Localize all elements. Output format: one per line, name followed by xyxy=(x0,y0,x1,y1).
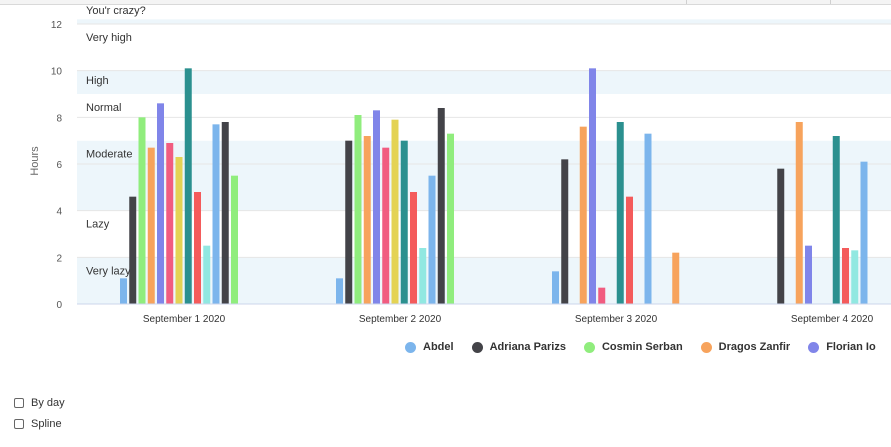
legend-label: Abdel xyxy=(423,341,454,353)
bar xyxy=(212,124,220,304)
bar xyxy=(447,133,454,304)
bar xyxy=(382,147,390,304)
legend-label: Adriana Parizs xyxy=(489,341,566,353)
bar xyxy=(391,119,399,305)
bar xyxy=(777,168,785,304)
legend-marker xyxy=(405,341,416,353)
plot-band-label: Normal xyxy=(86,102,121,114)
legend-item[interactable]: Abdel xyxy=(405,341,454,353)
y-tick-label: 6 xyxy=(56,160,62,171)
bar xyxy=(203,245,211,304)
y-tick-label: 4 xyxy=(56,207,62,218)
y-axis-ticks: 0 2 4 6 8 10 12 xyxy=(51,20,63,311)
bar xyxy=(805,245,812,304)
bar xyxy=(589,68,596,304)
plot-band-label: Very lazy xyxy=(86,265,131,277)
bar xyxy=(579,126,587,305)
bar xyxy=(437,108,445,304)
bar xyxy=(147,147,155,304)
legend-marker xyxy=(700,341,712,353)
bar xyxy=(194,192,201,304)
bar xyxy=(552,271,559,304)
bar xyxy=(832,136,840,304)
bar xyxy=(129,196,137,304)
bar xyxy=(795,122,803,304)
bar xyxy=(221,122,229,304)
bars xyxy=(120,68,868,305)
spline-option[interactable]: Spline xyxy=(14,413,65,434)
bar xyxy=(672,252,680,304)
plot-band xyxy=(77,24,891,71)
spline-label: Spline xyxy=(31,417,62,430)
bar xyxy=(363,136,371,304)
bar xyxy=(598,287,606,304)
bar xyxy=(561,159,569,304)
legend-item[interactable]: Florian Io xyxy=(808,341,876,353)
bar xyxy=(410,192,417,304)
x-tick-label: September 2 2020 xyxy=(359,314,442,325)
legend-item[interactable]: Adriana Parizs xyxy=(471,341,566,353)
bar xyxy=(644,133,652,304)
y-tick-label: 10 xyxy=(51,67,63,78)
bar-chart: Very lazy Lazy Moderate Normal High Very high… xyxy=(29,5,891,325)
plot-band-label: Lazy xyxy=(86,219,110,231)
x-axis-labels: September 1 2020 September 2 2020 Septembe… xyxy=(143,314,874,325)
y-axis-label: Hours xyxy=(29,146,41,176)
plot-band xyxy=(77,19,891,24)
x-tick-label: September 3 2020 xyxy=(575,314,658,325)
legend-marker xyxy=(808,341,820,353)
plot-band-labels: Very lazy Lazy Moderate Normal High Very high… xyxy=(86,5,146,277)
bar xyxy=(428,175,436,304)
legend-marker xyxy=(583,341,595,353)
top-toolbar-strip xyxy=(0,0,891,5)
bar xyxy=(157,103,164,304)
legend-marker xyxy=(471,341,483,353)
legend-label: Cosmin Serban xyxy=(601,341,683,353)
spline-checkbox[interactable] xyxy=(14,418,24,429)
legend-label: Dragos Zanfir xyxy=(718,341,791,353)
bar xyxy=(373,110,380,304)
by-day-option[interactable]: By day xyxy=(14,392,65,413)
bar xyxy=(138,117,146,304)
bar xyxy=(626,196,633,304)
x-tick-label: September 1 2020 xyxy=(143,314,226,325)
bar xyxy=(354,115,362,304)
chart-options: By day Spline xyxy=(14,392,65,434)
plot-band xyxy=(77,70,891,94)
y-tick-label: 8 xyxy=(56,113,62,124)
bar xyxy=(842,248,849,304)
bar xyxy=(616,122,624,304)
y-tick-label: 12 xyxy=(51,20,63,31)
by-day-checkbox[interactable] xyxy=(14,397,24,408)
bar xyxy=(184,68,192,304)
legend-item[interactable]: Cosmin Serban xyxy=(583,341,683,353)
bar xyxy=(400,140,408,304)
x-tick-label: September 4 2020 xyxy=(791,314,874,325)
bar xyxy=(336,278,343,304)
plot-band-label: You'r crazy? xyxy=(86,5,146,17)
by-day-label: By day xyxy=(31,396,65,409)
bar xyxy=(120,278,127,304)
bar xyxy=(175,157,183,304)
bar xyxy=(166,143,174,304)
legend-item[interactable]: Dragos Zanfir xyxy=(700,341,791,353)
plot-band-label: High xyxy=(86,75,109,87)
bar xyxy=(345,140,353,304)
plot-band-label: Very high xyxy=(86,32,132,44)
y-tick-label: 0 xyxy=(56,300,62,311)
chart-legend: Abdel Adriana Parizs Cosmin Serban Dragos Z… xyxy=(405,335,891,359)
plot-band-label: Moderate xyxy=(86,149,132,161)
bar xyxy=(419,248,427,304)
legend-label: Florian Io xyxy=(826,341,876,353)
y-tick-label: 2 xyxy=(56,253,62,264)
bar xyxy=(231,175,238,304)
bar xyxy=(860,161,868,304)
bar xyxy=(851,250,859,304)
